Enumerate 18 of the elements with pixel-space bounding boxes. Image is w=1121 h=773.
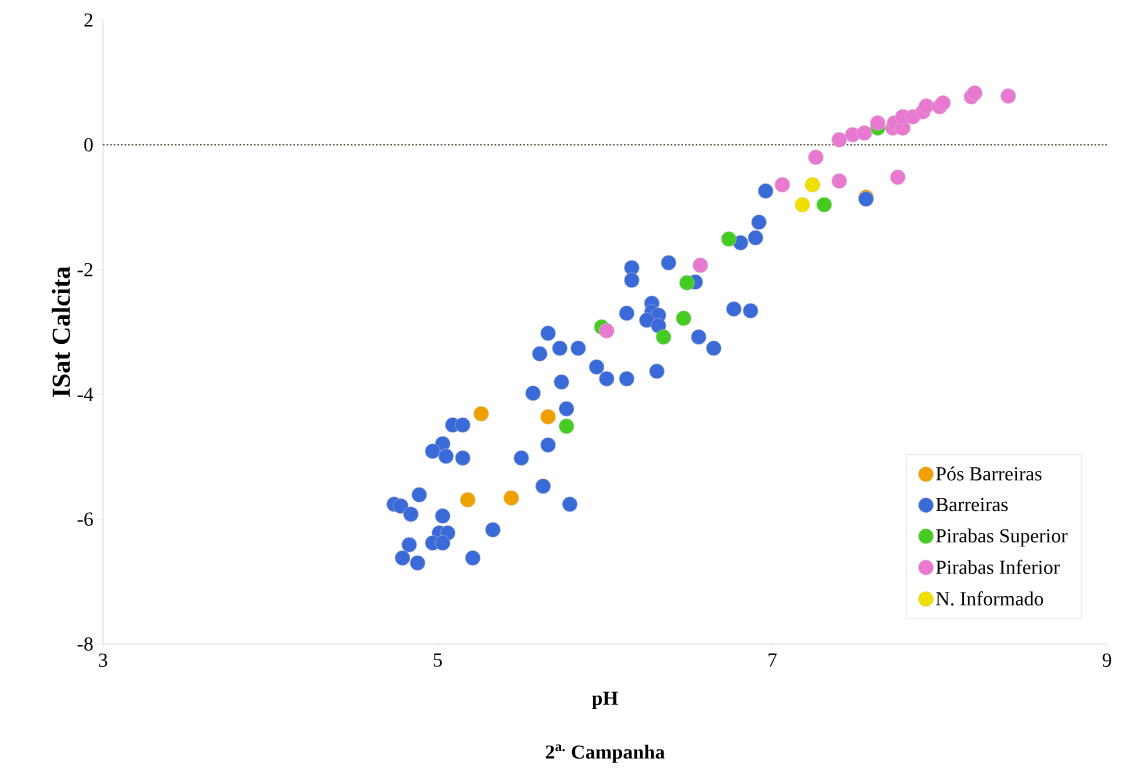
legend-label: Pirabas Superior [936,528,1068,547]
legend-label: N. Informado [936,591,1044,606]
x-tick-label: 9 [1102,653,1112,667]
y-tick-label: -6 [77,512,93,526]
y-tick-label: -2 [77,263,93,277]
y-tick-label: -8 [77,637,93,651]
legend-label: Pós Barreiras [936,466,1042,481]
y-axis-title: ISat Calcita [51,266,71,397]
legend-label: Barreiras [936,497,1008,512]
x-axis-title: pH [591,691,618,710]
y-tick-label: -4 [77,387,94,401]
x-tick-label: 7 [768,653,777,667]
y-tick-label: 0 [84,138,93,152]
x-tick-label: 3 [98,653,108,667]
x-tick-label: 5 [433,653,442,667]
y-tick-label: 2 [84,13,93,27]
text: 2$^{a.}$ Campanha [545,744,665,763]
legend-label: Pirabas Inferior [936,559,1060,575]
